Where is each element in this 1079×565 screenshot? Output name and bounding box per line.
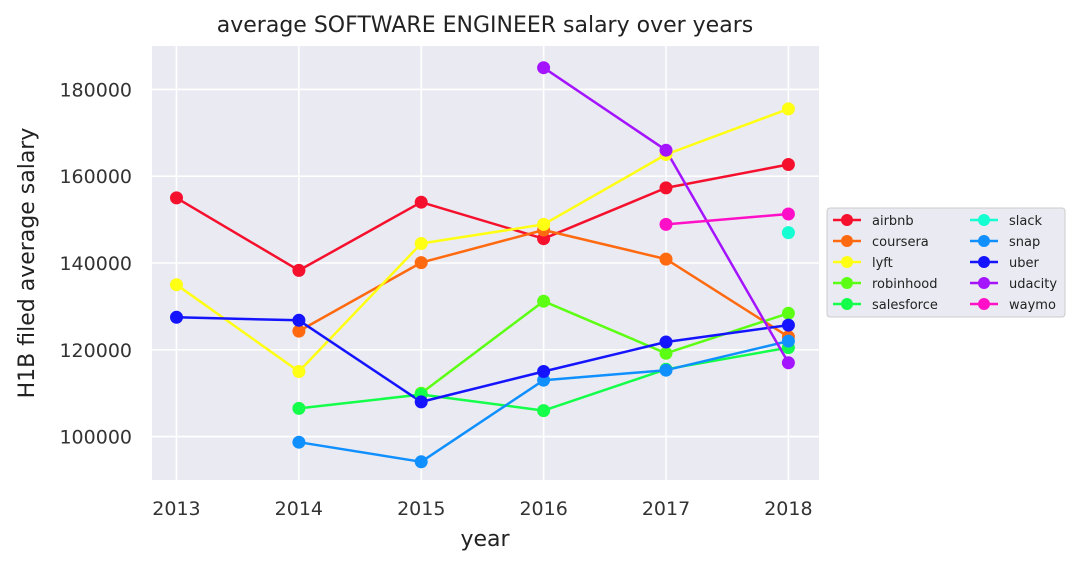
legend-marker-waymo	[978, 298, 990, 310]
x-tick-label: 2018	[764, 498, 812, 520]
data-point-airbnb	[659, 181, 673, 195]
data-point-lyft	[781, 102, 795, 116]
data-point-coursera	[292, 324, 306, 338]
data-point-waymo	[781, 207, 795, 221]
chart-title: average SOFTWARE ENGINEER salary over ye…	[217, 13, 753, 38]
data-point-uber	[659, 335, 673, 349]
data-point-uber	[170, 310, 183, 324]
y-tick-label: 120000	[59, 340, 132, 362]
series-points	[170, 61, 795, 469]
x-tick-label: 2017	[642, 498, 690, 520]
data-point-airbnb	[292, 263, 306, 277]
data-point-slack	[781, 226, 795, 240]
data-point-uber	[537, 365, 551, 378]
legend-label-udacity: udacity	[1009, 277, 1057, 292]
data-point-snap	[781, 334, 795, 348]
y-tick-label: 100000	[59, 427, 132, 449]
legend-label-airbnb: airbnb	[872, 214, 914, 229]
data-point-uber	[292, 313, 306, 327]
series-line-lyft	[175, 107, 789, 373]
x-axis-title: year	[460, 527, 510, 552]
data-point-snap	[292, 435, 306, 449]
data-point-uber	[414, 395, 428, 409]
legend-marker-udacity	[978, 277, 990, 289]
x-tick-label: 2014	[275, 498, 323, 520]
legend-marker-robinhood	[841, 277, 853, 289]
legend-frame	[826, 207, 1066, 318]
data-point-lyft	[414, 237, 428, 250]
data-point-airbnb	[170, 191, 183, 205]
data-point-snap	[659, 363, 673, 377]
data-point-snap	[414, 455, 428, 469]
legend-marker-lyft	[841, 256, 853, 268]
data-point-lyft	[537, 217, 551, 231]
y-tick-label: 140000	[59, 253, 132, 275]
data-point-udacity	[659, 143, 673, 157]
x-tick-label: 2013	[152, 498, 200, 520]
data-point-lyft	[292, 365, 306, 378]
legend-marker-snap	[978, 235, 990, 247]
data-point-robinhood	[537, 294, 551, 308]
legend-marker-salesforce	[841, 298, 853, 310]
data-point-uber	[781, 318, 795, 332]
legend-label-slack: slack	[1009, 214, 1042, 229]
data-point-coursera	[414, 256, 428, 270]
y-axis-ticks: 100000 120000 140000 160000 180000	[59, 79, 132, 448]
x-tick-label: 2015	[397, 498, 445, 520]
data-point-salesforce	[537, 404, 551, 418]
data-point-airbnb	[414, 195, 428, 209]
legend-marker-airbnb	[841, 214, 853, 226]
legend-label-waymo: waymo	[1009, 298, 1056, 313]
legend-marker-coursera	[841, 235, 853, 247]
y-tick-label: 180000	[59, 79, 132, 101]
legend-label-uber: uber	[1009, 256, 1039, 271]
legend-label-robinhood: robinhood	[872, 277, 938, 292]
data-point-lyft	[170, 278, 183, 292]
x-tick-label: 2016	[519, 498, 567, 520]
data-point-udacity	[537, 61, 551, 75]
series-line-waymo	[665, 212, 789, 226]
y-tick-label: 160000	[59, 166, 132, 188]
data-point-salesforce	[292, 401, 306, 415]
legend: airbnb coursera lyft robinhood salesforce sla…	[826, 207, 1066, 318]
y-axis-title: H1B filed average salary	[15, 128, 40, 399]
x-axis-ticks: 2013 2014 2015 2016 2017 2018	[152, 498, 812, 520]
legend-label-snap: snap	[1009, 235, 1040, 250]
legend-marker-uber	[978, 256, 990, 268]
data-point-airbnb	[781, 158, 795, 171]
legend-label-lyft: lyft	[872, 256, 893, 271]
legend-label-salesforce: salesforce	[872, 298, 938, 313]
data-point-udacity	[781, 356, 795, 370]
data-point-waymo	[659, 217, 673, 231]
series-line-uber	[176, 316, 789, 404]
data-point-robinhood	[781, 306, 795, 320]
legend-label-coursera: coursera	[872, 235, 929, 250]
legend-marker-slack	[978, 214, 990, 226]
data-point-coursera	[659, 252, 673, 266]
data-point-robinhood	[659, 346, 673, 360]
